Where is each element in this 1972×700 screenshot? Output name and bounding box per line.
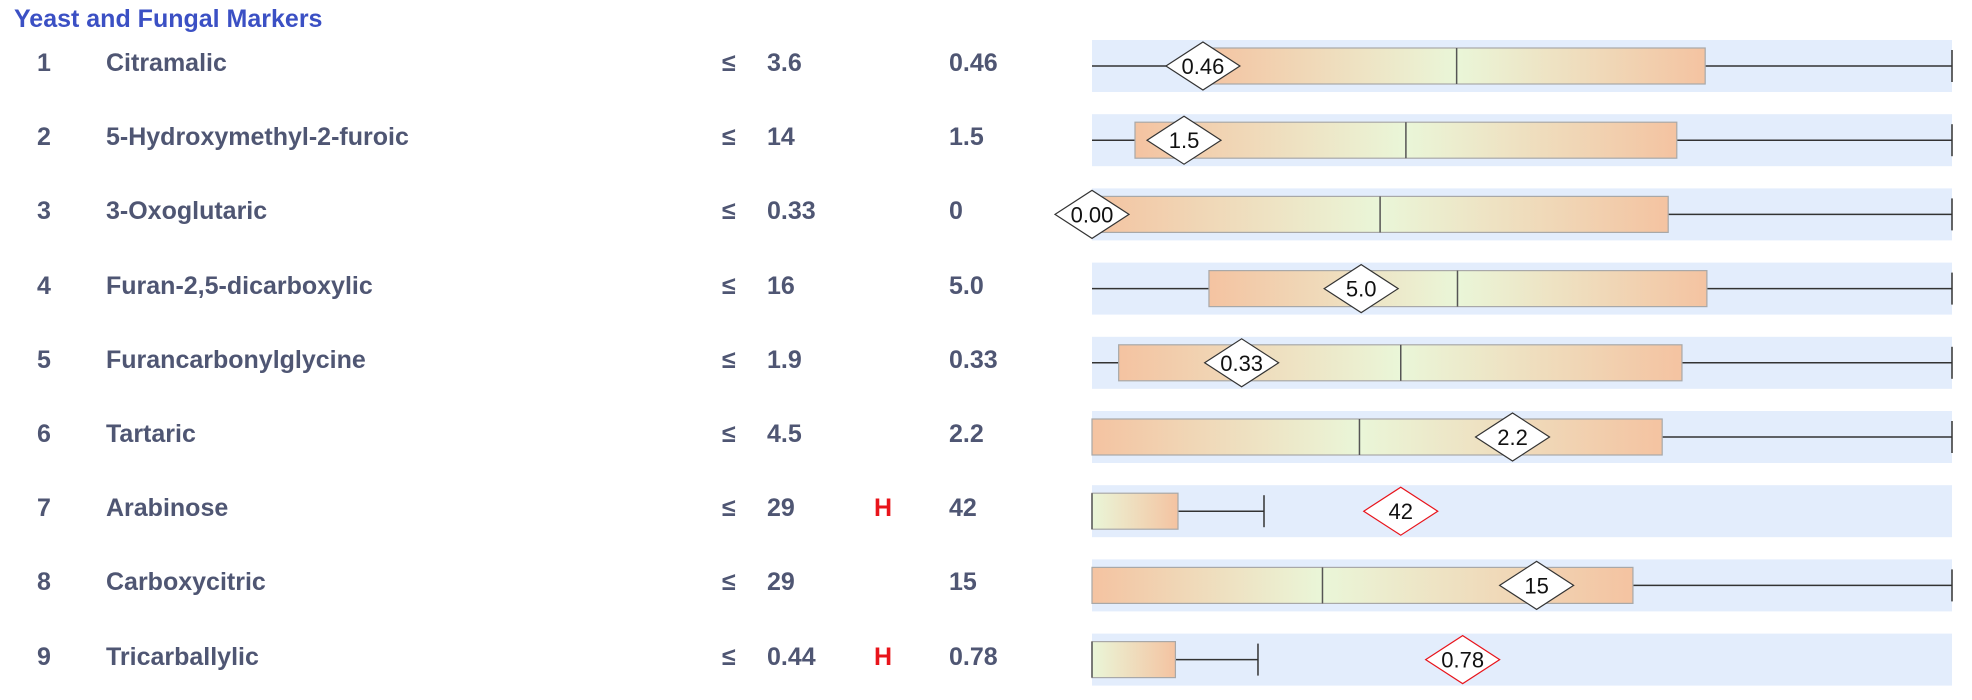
table-row: 6 Tartaric ≤4.5 2.2 — [0, 397, 1972, 471]
reference-limit: 16 — [767, 271, 795, 300]
marker-name: Carboxycitric — [106, 568, 266, 597]
table-row: 1 Citramalic ≤3.6 0.46 — [0, 26, 1972, 100]
result-value: 42 — [949, 494, 977, 523]
less-equal-symbol: ≤ — [722, 568, 736, 597]
marker-name: Tricarballylic — [106, 642, 259, 671]
result-value: 0.33 — [949, 345, 998, 374]
marker-name: 3-Oxoglutaric — [106, 197, 268, 226]
reference-limit: 14 — [767, 123, 795, 152]
table-row: 9 Tricarballylic ≤0.44 H 0.78 — [0, 620, 1972, 694]
reference-limit: 29 — [767, 568, 795, 597]
section-title: Yeast and Fungal Markers — [14, 5, 323, 33]
high-flag: H — [874, 494, 893, 523]
result-value: 1.5 — [949, 123, 984, 152]
marker-name: Furan-2,5-dicarboxylic — [106, 271, 373, 300]
row-number: 3 — [37, 197, 51, 226]
table-row: 7 Arabinose ≤29 H 42 — [0, 471, 1972, 545]
row-number: 8 — [37, 568, 51, 597]
high-flag: H — [874, 642, 893, 671]
reference-limit: 0.33 — [767, 197, 816, 226]
marker-name: Furancarbonylglycine — [106, 345, 366, 374]
less-equal-symbol: ≤ — [722, 49, 736, 77]
table-row: 2 5-Hydroxymethyl-2-furoic ≤14 1.5 — [0, 100, 1972, 174]
marker-name: Tartaric — [106, 420, 196, 448]
table-row: 3 3-Oxoglutaric ≤0.33 0 — [0, 174, 1972, 248]
row-number: 2 — [37, 123, 51, 152]
result-value: 0.46 — [949, 49, 998, 77]
result-value: 0 — [949, 197, 963, 226]
table-row: 5 Furancarbonylglycine ≤1.9 0.33 — [0, 323, 1972, 397]
less-equal-symbol: ≤ — [722, 420, 736, 448]
row-number: 7 — [37, 494, 51, 523]
reference-limit: 3.6 — [767, 49, 802, 77]
marker-name: 5-Hydroxymethyl-2-furoic — [106, 123, 409, 152]
marker-name: Citramalic — [106, 49, 227, 77]
row-number: 1 — [37, 49, 51, 77]
less-equal-symbol: ≤ — [722, 197, 736, 226]
row-number: 6 — [37, 420, 51, 448]
table-row: 8 Carboxycitric ≤29 15 — [0, 545, 1972, 619]
less-equal-symbol: ≤ — [722, 345, 736, 374]
reference-limit: 1.9 — [767, 345, 802, 374]
row-number: 9 — [37, 642, 51, 671]
table-row: 4 Furan-2,5-dicarboxylic ≤16 5.0 — [0, 249, 1972, 323]
less-equal-symbol: ≤ — [722, 494, 736, 523]
less-equal-symbol: ≤ — [722, 642, 736, 671]
result-value: 5.0 — [949, 271, 984, 300]
result-value: 15 — [949, 568, 977, 597]
less-equal-symbol: ≤ — [722, 271, 736, 300]
marker-name: Arabinose — [106, 494, 229, 523]
result-value: 2.2 — [949, 420, 984, 448]
row-number: 4 — [37, 271, 51, 300]
reference-limit: 0.44 — [767, 642, 816, 671]
reference-limit: 29 — [767, 494, 795, 523]
less-equal-symbol: ≤ — [722, 123, 736, 152]
result-value: 0.78 — [949, 642, 998, 671]
reference-limit: 4.5 — [767, 420, 802, 448]
row-number: 5 — [37, 345, 51, 374]
